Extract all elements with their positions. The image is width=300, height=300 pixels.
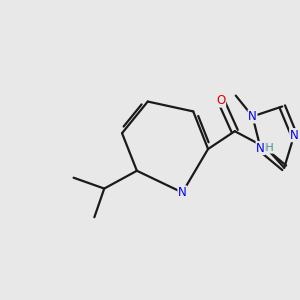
Text: N: N: [248, 110, 257, 123]
Text: N: N: [256, 142, 265, 154]
Text: N: N: [178, 186, 187, 199]
Text: N: N: [290, 129, 298, 142]
Text: NH: NH: [258, 143, 275, 153]
Text: O: O: [216, 94, 226, 107]
